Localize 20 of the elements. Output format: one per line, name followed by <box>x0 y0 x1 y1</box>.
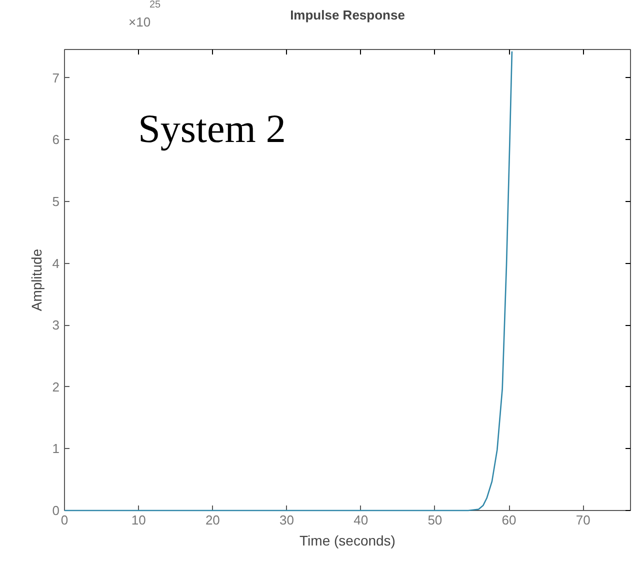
x-tick-label: 30 <box>280 512 294 528</box>
chart-title: Impulse Response <box>290 8 405 22</box>
x-axis-title: Time (seconds) <box>300 532 396 548</box>
x-tick-label: 60 <box>502 512 516 528</box>
y-tick-label: 6 <box>52 132 60 148</box>
y-axis-title: Amplitude <box>28 248 44 312</box>
y-tick-label: 5 <box>52 194 60 210</box>
y-tick-label: 3 <box>52 318 60 333</box>
annotation: System 2 <box>138 106 286 151</box>
text: ×1025 <box>128 0 162 30</box>
y-tick-label: 4 <box>52 256 60 271</box>
x-tick-label: 70 <box>576 512 590 528</box>
x-tick-label: 50 <box>428 512 442 528</box>
x-tick-label: 20 <box>205 512 220 528</box>
y-tick-label: 0 <box>52 503 60 518</box>
x-tick-label: 40 <box>354 512 368 528</box>
x-tick-label: 10 <box>131 512 146 528</box>
y-tick-label: 7 <box>52 70 60 86</box>
y-tick-label: 2 <box>52 379 60 394</box>
y-tick-label: 1 <box>52 441 60 456</box>
